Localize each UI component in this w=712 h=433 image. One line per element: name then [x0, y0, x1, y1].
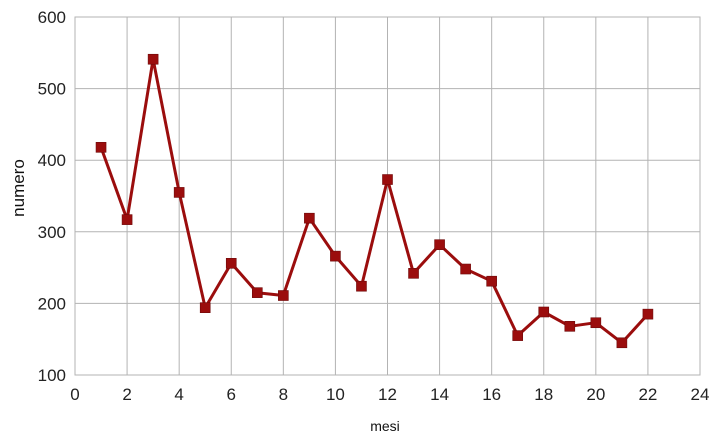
plot-area-border — [74, 16, 701, 376]
y-tick-label: 300 — [38, 223, 66, 242]
grid-lines — [74, 16, 701, 376]
x-tick-label: 4 — [174, 385, 183, 404]
y-axis-label: numero — [9, 159, 28, 217]
data-point-marker — [95, 142, 107, 153]
x-tick-label: 6 — [227, 385, 236, 404]
data-point-marker — [564, 321, 576, 332]
y-tick-label: 600 — [38, 8, 66, 27]
x-tick-label: 0 — [70, 385, 79, 404]
data-point-marker — [642, 308, 654, 320]
x-tick-label: 10 — [326, 385, 345, 404]
data-point-marker — [356, 280, 367, 292]
x-tick-labels: 0 2 4 6 8 10 12 14 16 18 20 22 24 — [70, 385, 709, 404]
data-point-marker — [616, 337, 628, 349]
data-point-marker — [538, 306, 550, 318]
series-group — [95, 53, 654, 349]
x-tick-label: 20 — [586, 385, 605, 404]
data-point-marker — [147, 53, 159, 65]
data-point-marker — [121, 214, 133, 225]
x-tick-label: 14 — [430, 385, 449, 404]
x-tick-label: 18 — [534, 385, 553, 404]
x-tick-label: 24 — [691, 385, 710, 404]
series-line — [99, 57, 650, 345]
data-point-marker — [486, 275, 497, 287]
data-point-marker — [225, 258, 237, 269]
data-point-marker — [590, 317, 602, 329]
data-point-marker — [304, 212, 315, 224]
data-point-marker — [460, 263, 471, 275]
data-point-marker — [330, 250, 341, 262]
y-tick-label: 200 — [38, 294, 66, 313]
y-tick-label: 400 — [38, 151, 66, 170]
data-point-marker — [512, 330, 524, 341]
x-axis-label: mesi — [370, 418, 400, 433]
data-point-marker — [408, 268, 419, 279]
x-tick-label: 12 — [378, 385, 397, 404]
x-tick-label: 2 — [122, 385, 131, 404]
y-tick-label: 100 — [38, 366, 66, 385]
data-point-marker — [199, 302, 211, 313]
data-point-marker — [382, 174, 393, 185]
x-tick-label: 22 — [638, 385, 657, 404]
data-point-marker — [251, 287, 263, 298]
y-tick-labels: 100 200 300 400 500 600 — [38, 8, 66, 385]
data-point-marker — [173, 187, 185, 198]
data-point-marker — [434, 239, 445, 250]
y-tick-label: 500 — [38, 80, 66, 99]
x-tick-label: 16 — [482, 385, 501, 404]
data-point-marker — [278, 290, 289, 301]
x-tick-label: 8 — [279, 385, 288, 404]
